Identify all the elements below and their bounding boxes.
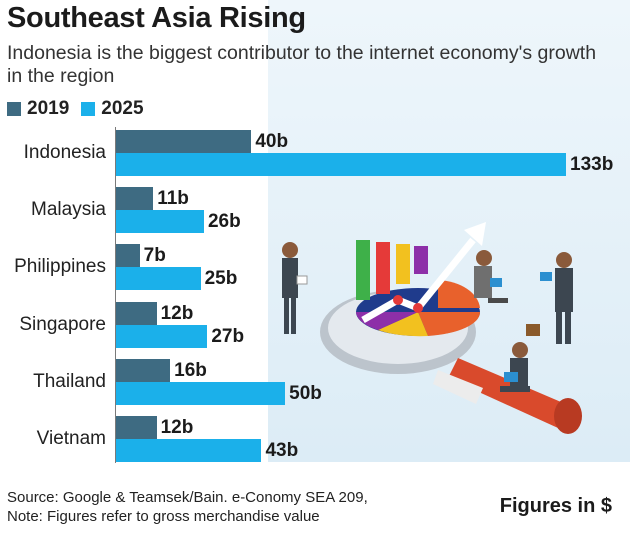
category-label-singapore: Singapore (19, 313, 106, 335)
bar-thailand-2025 (116, 381, 286, 405)
value-label-philippines-2025: 25b (204, 268, 238, 290)
legend-swatch-2019 (7, 102, 21, 116)
legend-swatch-2025 (81, 102, 96, 116)
bar-indonesia-2025 (116, 153, 566, 176)
category-axis-line (115, 127, 116, 463)
value-label-indonesia-2019: 40b (255, 131, 289, 152)
category-label-indonesia: Indonesia (23, 142, 106, 163)
value-label-malaysia-2025: 26b (207, 211, 241, 233)
value-label-singapore-2019: 12b (160, 302, 194, 324)
bar-malaysia-2019 (116, 187, 154, 211)
value-label-singapore-2025: 27b (211, 325, 245, 347)
chart-title: Southeast Asia Rising (7, 2, 306, 34)
business-analytics-illustration (282, 222, 582, 434)
unit-note: Figures in $ (499, 495, 612, 517)
bar-vietnam-2025 (116, 439, 262, 462)
value-label-vietnam-2019: 12b (160, 417, 194, 438)
category-label-philippines: Philippines (14, 256, 106, 278)
legend-label-2019: 2019 (27, 98, 70, 119)
bar-philippines-2019 (116, 244, 140, 268)
chart-subtitle: Indonesia is the biggest contributor to … (7, 42, 597, 87)
value-label-vietnam-2025: 43b (265, 440, 299, 461)
value-label-indonesia-2025: 133b (570, 154, 614, 175)
bar-singapore-2019 (116, 301, 157, 325)
bar-vietnam-2019 (116, 416, 157, 439)
category-label-vietnam: Vietnam (36, 428, 106, 449)
bar-philippines-2025 (116, 267, 201, 291)
legend-item-2025: 2025 (81, 98, 144, 120)
note-line: Note: Figures refer to gross merchandise… (7, 508, 320, 525)
chart-legend: 2019 2025 (7, 98, 156, 120)
bar-malaysia-2025 (116, 210, 204, 234)
value-label-philippines-2019: 7b (143, 245, 166, 267)
source-line: Source: Google & Teamsek/Bain. e-Conomy … (7, 489, 368, 506)
value-label-malaysia-2019: 11b (157, 188, 189, 210)
legend-item-2019: 2019 (7, 98, 69, 120)
bar-singapore-2025 (116, 324, 208, 348)
legend-label-2025: 2025 (101, 98, 144, 119)
source-note: Source: Google & Teamsek/Bain. e-Conomy … (7, 488, 368, 526)
category-label-malaysia: Malaysia (31, 199, 106, 221)
bar-thailand-2019 (116, 358, 171, 382)
value-label-thailand-2019: 16b (174, 359, 207, 381)
category-label-thailand: Thailand (33, 370, 106, 392)
value-label-thailand-2025: 50b (289, 382, 322, 404)
bar-indonesia-2019 (116, 130, 252, 153)
